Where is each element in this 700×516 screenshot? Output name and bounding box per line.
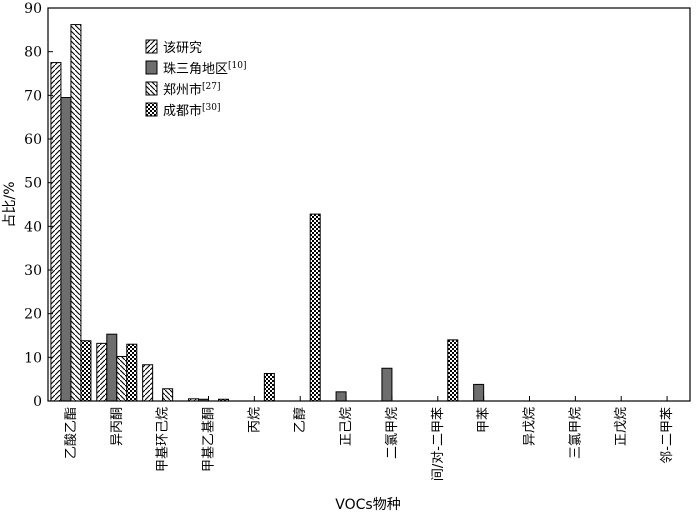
bar-0-1 — [96, 342, 108, 402]
legend-label: 珠三角地区[10] — [163, 61, 247, 77]
bar-3-5 — [309, 213, 321, 402]
bar-1-1 — [106, 333, 118, 402]
legend-swatch — [145, 102, 158, 117]
bars-layer — [50, 24, 485, 402]
y-tick-label: 90 — [24, 1, 42, 17]
legend-swatch — [145, 39, 158, 54]
x-axis-title: VOCs物种 — [335, 497, 400, 513]
x-tick-label: 异丙酮 — [110, 407, 125, 446]
bar-2-2 — [162, 388, 174, 402]
legend-swatch — [145, 81, 158, 96]
bar-3-8 — [447, 339, 459, 402]
bar-3-1 — [126, 343, 138, 402]
bar-2-1 — [116, 355, 128, 402]
bar-3-4 — [263, 372, 275, 402]
bar-1-7 — [381, 367, 393, 402]
x-tick-label: 甲苯 — [477, 407, 492, 433]
x-tick-label: 正戊烷 — [614, 407, 629, 446]
x-tick-label: 邻-二甲苯 — [660, 407, 675, 464]
x-tick-label: 三氯甲烷 — [568, 407, 583, 459]
x-tick-label: 甲基环己烷 — [156, 407, 171, 472]
y-tick-label: 50 — [24, 176, 42, 192]
x-tick-label: 乙醇 — [292, 407, 308, 433]
bar-1-0 — [60, 97, 72, 402]
x-tick-label: 丙烷 — [247, 407, 262, 433]
legend-label: 该研究 — [163, 41, 202, 56]
x-tick-label: 异戊烷 — [523, 407, 538, 446]
y-tick-label: 70 — [24, 88, 42, 104]
bar-1-9 — [473, 383, 485, 402]
bar-3-0 — [80, 340, 92, 402]
y-tick-label: 80 — [24, 45, 42, 61]
bar-0-2 — [142, 364, 154, 402]
y-tick-label: 30 — [24, 263, 42, 279]
y-tick-label: 0 — [33, 394, 42, 410]
legend-swatch — [145, 60, 158, 75]
y-tick-label: 10 — [24, 350, 42, 366]
legend-label: 成都市[30] — [163, 103, 221, 119]
bar-2-0 — [70, 24, 82, 402]
axes-layer: 0 10 20 30 40 50 60 70 80 90 乙酸乙酯 异丙酮 甲基环己烷 甲基乙基酮 丙烷 乙醇… — [2, 1, 691, 513]
y-tick-label: 60 — [24, 132, 42, 148]
x-tick-label: 间/对-二甲苯 — [431, 407, 446, 481]
x-tick-label: 甲基乙基酮 — [202, 407, 217, 472]
y-tick-label: 40 — [24, 219, 42, 235]
plot-frame — [47, 7, 691, 402]
bar-0-0 — [50, 62, 62, 402]
y-axis-title: 占比/% — [2, 181, 18, 227]
legend-label: 郑州市[27] — [163, 82, 221, 98]
x-tick-label: 二氯甲烷 — [385, 407, 400, 459]
x-tick-label: 乙酸乙酯 — [64, 407, 79, 459]
x-tick-label: 正己烷 — [339, 407, 354, 446]
bar-1-6 — [335, 391, 347, 402]
y-tick-label: 20 — [24, 307, 42, 323]
